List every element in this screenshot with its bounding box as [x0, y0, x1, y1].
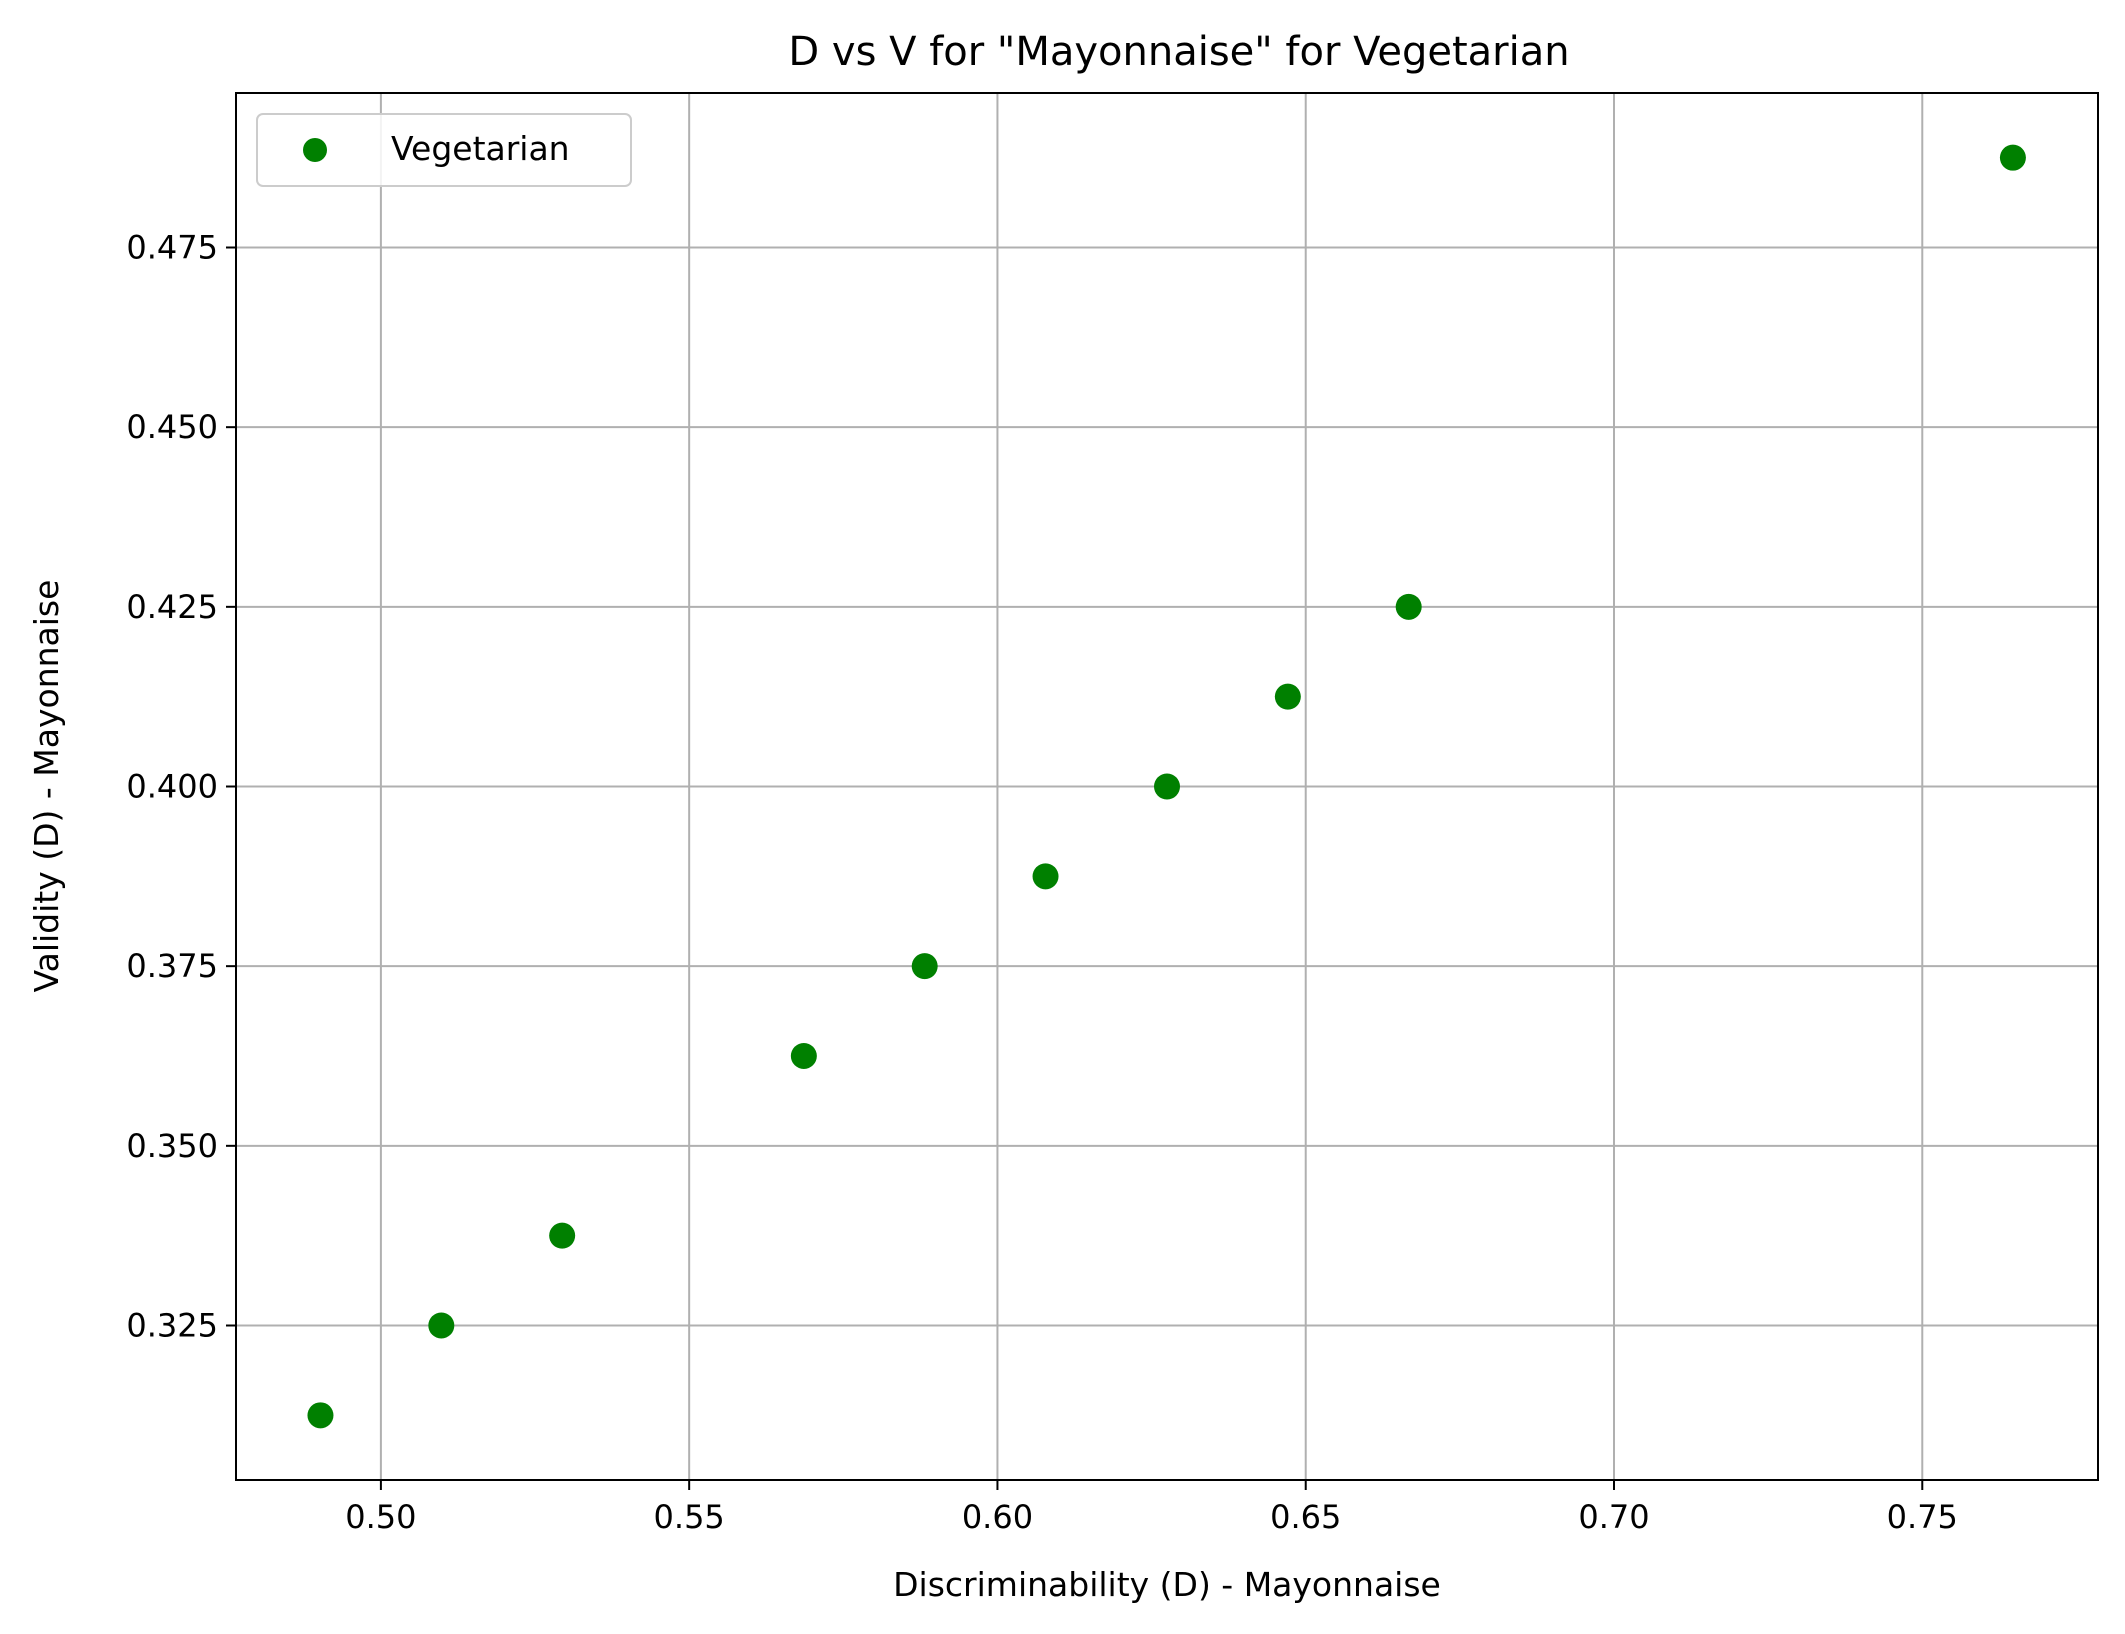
- legend-box: [256, 113, 632, 187]
- x-tick-label: 0.70: [1578, 1498, 1649, 1536]
- data-point: [1032, 863, 1059, 890]
- y-tick-label: 0.325: [126, 1306, 218, 1344]
- y-tick-label: 0.475: [126, 229, 218, 267]
- x-tick-label: 0.65: [1270, 1498, 1341, 1536]
- y-tick-label: 0.425: [126, 588, 218, 626]
- data-point: [428, 1312, 455, 1339]
- data-point: [1154, 773, 1180, 800]
- y-tick-label: 0.450: [126, 408, 218, 446]
- data-point: [549, 1222, 576, 1249]
- data-point: [1274, 683, 1301, 710]
- y-axis-label: Validity (D) - Mayonnaise: [27, 580, 66, 993]
- x-tick-label: 0.50: [345, 1498, 416, 1536]
- x-tick-label: 0.75: [1887, 1498, 1958, 1536]
- legend-marker: [303, 138, 327, 162]
- legend-label: Vegetarian: [391, 129, 570, 168]
- x-tick-label: 0.60: [962, 1498, 1033, 1536]
- y-axis-ticks: 0.325 0.350 0.375 0.400 0.425 0.450 0.475: [126, 229, 236, 1344]
- x-axis-label: Discriminability (D) - Mayonnaise: [893, 1565, 1441, 1604]
- data-point: [1395, 593, 1422, 620]
- x-tick-label: 0.55: [654, 1498, 725, 1536]
- data-points: [307, 144, 2026, 1429]
- data-point: [911, 953, 938, 980]
- data-point: [790, 1042, 817, 1069]
- y-tick-label: 0.350: [126, 1127, 218, 1165]
- data-point: [307, 1402, 334, 1429]
- chart-title: D vs V for "Mayonnaise" for Vegetarian: [788, 29, 1569, 75]
- data-point: [1999, 144, 2026, 171]
- x-axis-ticks: 0.50 0.55 0.60 0.65 0.70 0.75: [345, 1480, 1958, 1536]
- grid-lines: [236, 93, 2098, 1480]
- y-tick-label: 0.375: [126, 947, 218, 985]
- y-tick-label: 0.400: [126, 768, 218, 806]
- legend: Vegetarian: [256, 113, 632, 187]
